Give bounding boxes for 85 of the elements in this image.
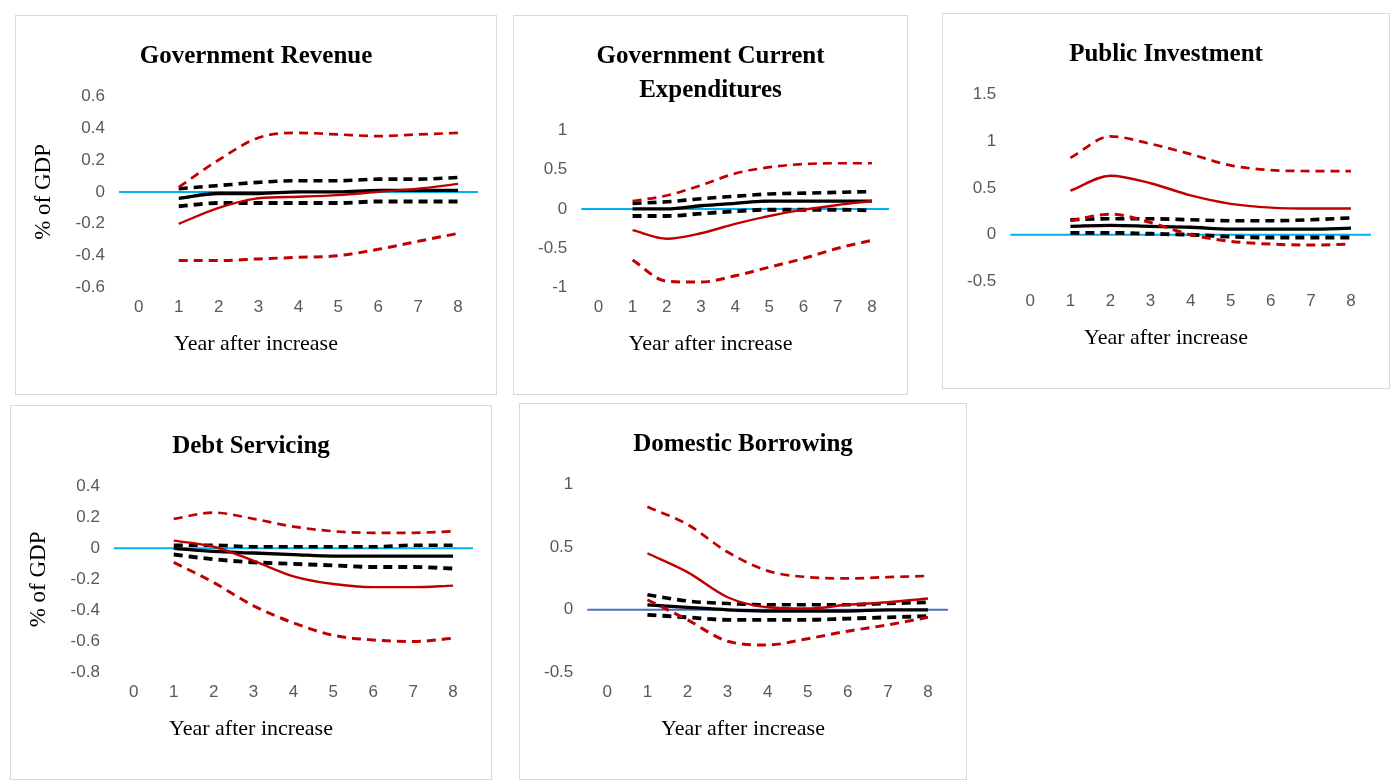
x-tick-label: 6 [368,682,378,702]
y-tick-label: 0.6 [81,85,105,105]
x-tick-label: 4 [293,297,304,317]
y-tick-label: 0 [90,538,100,558]
x-tick-label: 6 [373,297,383,317]
chart-title: Government Revenue [138,40,374,70]
x-tick-label: 5 [764,297,775,317]
y-tick-label: 1.5 [972,83,997,103]
y-tick-label: 0 [986,224,997,244]
x-tick-label: 3 [696,297,706,317]
x-tick-label: 1 [1065,291,1076,311]
x-tick-label: 1 [169,682,179,702]
x-tick-label: 4 [762,682,773,702]
x-tick-label: 8 [923,682,933,702]
y-tick-label: -0.2 [70,569,100,589]
y-tick-label: 0 [557,198,568,218]
y-tick-label: -1 [552,277,568,297]
x-axis-title: Year after increase [1084,324,1248,350]
y-tick-label: 1 [986,130,997,150]
y-tick-label: -0.6 [70,631,100,651]
y-tick-label: 1 [563,473,574,493]
x-tick-label: 2 [1105,291,1116,311]
x-axis-title: Year after increase [628,330,793,356]
x-tick-label: 8 [448,682,458,702]
x-tick-label: 7 [408,682,418,702]
x-tick-label: 3 [722,682,733,702]
y-tick-label: 0.5 [972,177,997,197]
y-axis-title: % of GDP [24,531,50,628]
chart-title: Domestic Borrowing [632,428,854,458]
y-tick-label: -0.5 [967,271,997,291]
y-tick-label: 0 [563,599,574,619]
x-tick-label: 1 [642,682,653,702]
x-tick-label: 7 [1306,291,1316,311]
x-tick-label: 3 [248,682,259,702]
y-tick-label: -0.6 [75,277,105,297]
x-axis-title: Year after increase [661,715,825,741]
x-tick-label: 0 [602,682,613,702]
x-tick-label: 1 [174,297,184,317]
x-tick-label: 8 [867,297,877,317]
y-tick-label: 0.5 [549,536,574,556]
y-tick-label: 0.4 [76,475,100,495]
x-tick-label: 1 [627,297,638,317]
x-tick-label: 0 [593,297,604,317]
y-tick-label: 0.5 [543,159,568,179]
x-tick-label: 2 [213,297,224,317]
x-tick-label: 7 [413,297,423,317]
x-tick-label: 5 [333,297,344,317]
x-tick-label: 4 [730,297,740,317]
x-tick-label: 7 [832,297,843,317]
x-tick-label: 5 [328,682,339,702]
x-tick-label: 0 [134,297,144,317]
x-tick-label: 5 [1225,291,1236,311]
chart-title: Government Current Expenditures [595,40,826,104]
y-axis-title: % of GDP [29,143,55,240]
x-tick-label: 8 [453,297,463,317]
y-tick-label: 0.2 [76,506,100,526]
x-tick-label: 0 [129,682,139,702]
x-tick-label: 6 [1266,291,1276,311]
x-tick-label: 2 [208,682,219,702]
y-tick-label: -0.4 [70,600,100,620]
x-tick-label: 3 [1145,291,1156,311]
x-axis-title: Year after increase [169,715,333,741]
x-tick-label: 4 [288,682,299,702]
y-tick-label: -0.5 [544,662,574,682]
y-tick-label: -0.4 [75,245,105,265]
y-tick-label: 0.2 [81,149,105,169]
y-tick-label: -0.5 [538,237,568,257]
x-tick-label: 0 [1025,291,1036,311]
x-tick-label: 7 [883,682,893,702]
x-tick-label: 5 [802,682,813,702]
y-tick-label: 1 [557,119,568,139]
x-tick-label: 2 [682,682,693,702]
x-tick-label: 6 [798,297,809,317]
x-tick-label: 6 [843,682,853,702]
chart-title: Debt Servicing [171,430,331,460]
x-tick-label: 4 [1185,291,1196,311]
y-tick-label: -0.8 [70,662,100,682]
x-tick-label: 2 [662,297,672,317]
y-tick-label: 0.4 [81,117,105,137]
y-tick-label: -0.2 [75,213,105,233]
y-tick-label: 0 [95,181,105,201]
x-tick-label: 3 [253,297,264,317]
chart-title: Public Investment [1068,38,1264,68]
x-tick-label: 8 [1346,291,1356,311]
x-axis-title: Year after increase [174,330,338,356]
